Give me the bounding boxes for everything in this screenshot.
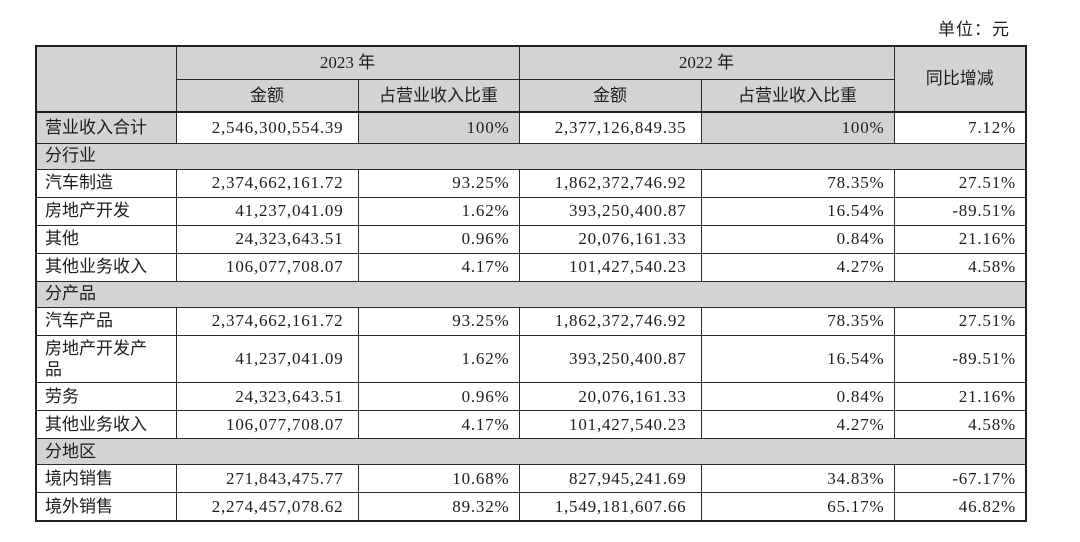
header-year-2022: 2022 年 [518, 45, 895, 80]
table-row: 其他业务收入 106,077,708.07 4.17% 101,427,540.… [35, 252, 1027, 282]
table-row: 境内销售 271,843,475.77 10.68% 827,945,241.6… [35, 464, 1027, 493]
header-blank-cell [35, 45, 177, 113]
row-label: 境外销售 [35, 492, 177, 521]
amount-2022: 393,250,400.87 [518, 334, 702, 383]
yoy-change: 4.58% [893, 410, 1027, 439]
share-2022: 4.27% [700, 410, 895, 439]
amount-2023: 106,077,708.07 [175, 410, 359, 439]
amount-2023: 2,274,457,078.62 [175, 492, 359, 521]
share-2023: 1.62% [357, 196, 520, 226]
section-row-industry: 分行业 [35, 142, 1027, 170]
share-2023: 93.25% [357, 168, 520, 198]
row-label: 汽车制造 [35, 168, 177, 198]
section-label: 分行业 [35, 142, 1027, 170]
table-row: 其他 24,323,643.51 0.96% 20,076,161.33 0.8… [35, 224, 1027, 254]
share-2023: 10.68% [357, 464, 520, 493]
row-label: 其他业务收入 [35, 410, 177, 439]
header-row-metrics: 金额 占营业收入比重 金额 占营业收入比重 [36, 78, 1026, 113]
yoy-change: 4.58% [893, 252, 1027, 282]
row-label: 境内销售 [35, 464, 177, 493]
yoy-change: 21.16% [893, 382, 1027, 411]
yoy-change: -67.17% [893, 464, 1027, 493]
section-row-region: 分地区 [35, 438, 1027, 465]
amount-2023: 41,237,041.09 [175, 196, 359, 226]
table-row: 境外销售 2,274,457,078.62 89.32% 1,549,181,6… [35, 492, 1027, 521]
revenue-breakdown-table: 2023 年 2022 年 同比增减 金额 占营业收入比重 金额 占营业收入比重… [35, 45, 1027, 522]
amount-2023: 24,323,643.51 [175, 382, 359, 411]
table-row: 汽车产品 2,374,662,161.72 93.25% 1,862,372,7… [35, 306, 1027, 336]
amount-2022: 101,427,540.23 [518, 252, 702, 282]
header-yoy: 同比增减 [893, 45, 1027, 113]
amount-2023: 106,077,708.07 [175, 252, 359, 282]
row-label: 其他业务收入 [35, 252, 177, 282]
share-2022: 0.84% [700, 382, 895, 411]
yoy-change: 27.51% [893, 168, 1027, 198]
amount-2023: 2,546,300,554.39 [175, 111, 359, 144]
amount-2023: 24,323,643.51 [175, 224, 359, 254]
table-row: 汽车制造 2,374,662,161.72 93.25% 1,862,372,7… [35, 168, 1027, 198]
section-row-product: 分产品 [35, 280, 1027, 308]
share-2022: 100% [700, 111, 895, 144]
amount-2023: 271,843,475.77 [175, 464, 359, 493]
yoy-change: -89.51% [893, 196, 1027, 226]
amount-2023: 2,374,662,161.72 [175, 306, 359, 336]
amount-2023: 41,237,041.09 [175, 334, 359, 383]
row-label: 劳务 [35, 382, 177, 411]
yoy-change: 27.51% [893, 306, 1027, 336]
share-2023: 89.32% [357, 492, 520, 521]
header-share-2022: 占营业收入比重 [700, 78, 895, 113]
section-label: 分产品 [35, 280, 1027, 308]
share-2023: 0.96% [357, 382, 520, 411]
share-2022: 16.54% [700, 196, 895, 226]
amount-2022: 2,377,126,849.35 [518, 111, 702, 144]
amount-2023: 2,374,662,161.72 [175, 168, 359, 198]
table-row: 房地产开发产品 41,237,041.09 1.62% 393,250,400.… [35, 334, 1027, 383]
table-row: 其他业务收入 106,077,708.07 4.17% 101,427,540.… [35, 410, 1027, 439]
unit-label: 单位：元 [938, 20, 1010, 39]
amount-2022: 20,076,161.33 [518, 224, 702, 254]
yoy-change: -89.51% [893, 334, 1027, 383]
table-row: 房地产开发 41,237,041.09 1.62% 393,250,400.87… [35, 196, 1027, 226]
table-row: 劳务 24,323,643.51 0.96% 20,076,161.33 0.8… [35, 382, 1027, 411]
amount-2022: 101,427,540.23 [518, 410, 702, 439]
section-label: 分地区 [35, 438, 1027, 465]
row-label: 汽车产品 [35, 306, 177, 336]
amount-2022: 1,862,372,746.92 [518, 306, 702, 336]
share-2023: 93.25% [357, 306, 520, 336]
table-row-total: 营业收入合计 2,546,300,554.39 100% 2,377,126,8… [35, 111, 1027, 144]
header-amount-2022: 金额 [518, 78, 702, 113]
share-2022: 78.35% [700, 168, 895, 198]
yoy-change: 21.16% [893, 224, 1027, 254]
amount-2022: 827,945,241.69 [518, 464, 702, 493]
amount-2022: 20,076,161.33 [518, 382, 702, 411]
header-amount-2023: 金额 [175, 78, 359, 113]
row-label: 房地产开发 [35, 196, 177, 226]
share-2023: 4.17% [357, 252, 520, 282]
share-2023: 1.62% [357, 334, 520, 383]
share-2022: 0.84% [700, 224, 895, 254]
yoy-change: 7.12% [893, 111, 1027, 144]
yoy-change: 46.82% [893, 492, 1027, 521]
row-label: 营业收入合计 [35, 111, 177, 144]
amount-2022: 1,862,372,746.92 [518, 168, 702, 198]
share-2022: 16.54% [700, 334, 895, 383]
amount-2022: 393,250,400.87 [518, 196, 702, 226]
share-2022: 65.17% [700, 492, 895, 521]
share-2022: 34.83% [700, 464, 895, 493]
share-2023: 0.96% [357, 224, 520, 254]
share-2022: 4.27% [700, 252, 895, 282]
row-label: 其他 [35, 224, 177, 254]
share-2023: 4.17% [357, 410, 520, 439]
amount-2022: 1,549,181,607.66 [518, 492, 702, 521]
header-year-2023: 2023 年 [175, 45, 520, 80]
header-share-2023: 占营业收入比重 [357, 78, 520, 113]
share-2023: 100% [357, 111, 520, 144]
row-label: 房地产开发产品 [35, 334, 177, 383]
header-row-years: 2023 年 2022 年 同比增减 [35, 45, 1027, 113]
share-2022: 78.35% [700, 306, 895, 336]
